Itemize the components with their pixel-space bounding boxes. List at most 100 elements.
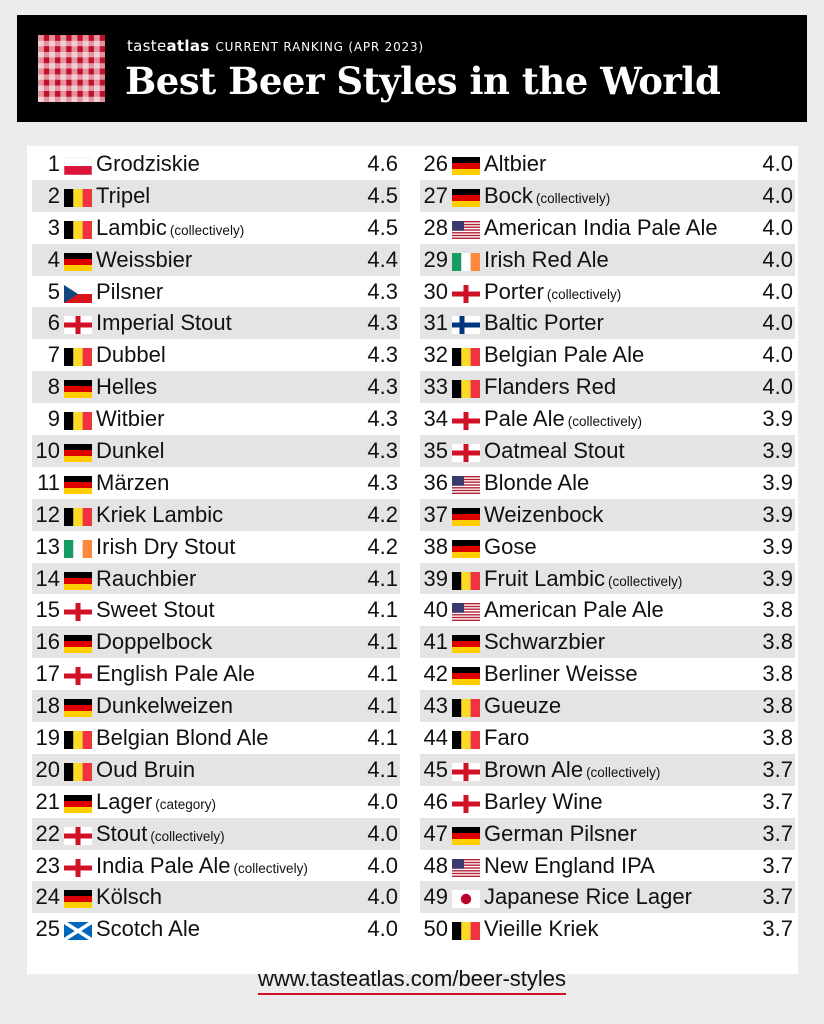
beer-style-name[interactable]: Grodziskie [96, 151, 350, 177]
belgium-flag-icon [64, 761, 92, 781]
rank-number: 8 [47, 374, 60, 400]
beer-style-name[interactable]: Pilsner [96, 279, 350, 305]
rank-number: 25 [35, 916, 60, 942]
beer-style-note: (collectively) [567, 414, 642, 430]
beer-style-name[interactable]: Lambic (collectively) [96, 215, 350, 241]
rank-number: 46 [423, 788, 448, 814]
beer-style-name[interactable]: Witbier [96, 406, 350, 432]
beer-style-name[interactable]: Oatmeal Stout [484, 438, 745, 464]
rank-number: 5 [47, 278, 60, 304]
beer-style-name[interactable]: Brown Ale (collectively) [484, 757, 745, 783]
rating-score: 4.2 [367, 501, 398, 527]
beer-style-label: Fruit Lambic [484, 565, 606, 591]
rank-number: 11 [37, 469, 60, 495]
ranking-row: 4 Weissbier 4.4 [32, 243, 400, 276]
rank-number: 6 [47, 310, 60, 336]
beer-style-name[interactable]: Rauchbier [96, 566, 350, 592]
beer-style-label: Flanders Red [484, 374, 617, 400]
beer-style-name[interactable]: Dunkel [96, 438, 350, 464]
beer-style-name[interactable]: Schwarzbier [484, 629, 745, 655]
ireland-flag-icon [64, 538, 92, 558]
beer-style-name[interactable]: Helles [96, 374, 350, 400]
beer-style-name[interactable]: American Pale Ale [484, 597, 745, 623]
beer-style-name[interactable]: Pale Ale (collectively) [484, 406, 745, 432]
beer-style-name[interactable]: Barley Wine [484, 789, 745, 815]
beer-style-name[interactable]: American India Pale Ale [484, 215, 745, 241]
beer-style-name[interactable]: Irish Dry Stout [96, 534, 350, 560]
england-flag-icon [64, 857, 92, 877]
rating-score: 4.1 [367, 629, 398, 655]
rank-number: 50 [423, 916, 448, 942]
beer-style-label: Barley Wine [484, 788, 603, 814]
ranking-column-left: 1 Grodziskie 4.6 2 Tripel 4.5 3 Lambic (collecti… [32, 148, 400, 945]
beer-style-name[interactable]: Dunkelweizen [96, 693, 350, 719]
beer-style-name[interactable]: Märzen [96, 470, 350, 496]
germany-flag-icon [452, 187, 480, 207]
england-flag-icon [452, 283, 480, 303]
beer-style-label: Porter [484, 278, 544, 304]
beer-style-label: Tripel [96, 182, 151, 208]
beer-style-name[interactable]: Belgian Blond Ale [96, 725, 350, 751]
beer-style-name[interactable]: Doppelbock [96, 629, 350, 655]
beer-style-name[interactable]: Weizenbock [484, 502, 745, 528]
beer-style-note: (collectively) [169, 222, 245, 238]
ranking-row: 3 Lambic (collectively) 4.5 [32, 212, 400, 244]
beer-style-name[interactable]: Blonde Ale [484, 470, 745, 496]
rank-number: 45 [423, 756, 448, 782]
rating-score: 4.0 [762, 374, 793, 400]
rank-number: 32 [423, 342, 448, 368]
beer-style-name[interactable]: New England IPA [484, 853, 745, 879]
beer-style-name[interactable]: Faro [484, 725, 745, 751]
beer-style-name[interactable]: Baltic Porter [484, 310, 745, 336]
rank-number: 38 [423, 533, 448, 559]
beer-style-name[interactable]: India Pale Ale (collectively) [96, 853, 350, 879]
footer-url-link[interactable]: www.tasteatlas.com/beer-styles [257, 966, 567, 995]
beer-style-name[interactable]: Berliner Weisse [484, 661, 745, 687]
beer-style-name[interactable]: Oud Bruin [96, 757, 350, 783]
beer-style-label: Belgian Pale Ale [484, 342, 645, 368]
beer-style-name[interactable]: German Pilsner [484, 821, 745, 847]
beer-style-name[interactable]: Porter (collectively) [484, 279, 745, 305]
beer-style-name[interactable]: Altbier [484, 151, 745, 177]
beer-style-name[interactable]: Lager (category) [96, 789, 350, 815]
beer-style-name[interactable]: Tripel [96, 183, 350, 209]
beer-style-name[interactable]: Weissbier [96, 247, 350, 273]
rank-number: 35 [423, 437, 448, 463]
beer-style-name[interactable]: Japanese Rice Lager [484, 884, 745, 910]
beer-style-name[interactable]: Belgian Pale Ale [484, 342, 745, 368]
ranking-row: 20 Oud Bruin 4.1 [32, 753, 400, 786]
beer-style-name[interactable]: Flanders Red [484, 374, 745, 400]
beer-style-name[interactable]: Scotch Ale [96, 916, 350, 942]
england-flag-icon [64, 825, 92, 845]
beer-style-name[interactable]: Irish Red Ale [484, 247, 745, 273]
beer-style-name[interactable]: English Pale Ale [96, 661, 350, 687]
beer-style-label: Bock [484, 182, 533, 208]
ranking-row: 35 Oatmeal Stout 3.9 [420, 435, 795, 467]
ranking-row: 6 Imperial Stout 4.3 [32, 307, 400, 340]
beer-style-label: Brown Ale [484, 756, 584, 782]
beer-style-name[interactable]: Sweet Stout [96, 597, 350, 623]
beer-style-label: Lager [96, 788, 153, 814]
beer-style-name[interactable]: Dubbel [96, 342, 350, 368]
beer-style-name[interactable]: Gose [484, 534, 745, 560]
ranking-row: 23 India Pale Ale (collectively) 4.0 [32, 850, 400, 882]
rank-number: 9 [47, 406, 60, 432]
beer-style-name[interactable]: Stout (collectively) [96, 821, 350, 847]
beer-style-name[interactable]: Gueuze [484, 693, 745, 719]
beer-style-name[interactable]: Imperial Stout [96, 310, 350, 336]
rating-score: 3.9 [762, 533, 793, 559]
ranking-row: 21 Lager (category) 4.0 [32, 786, 400, 818]
beer-style-name[interactable]: Fruit Lambic (collectively) [484, 566, 745, 592]
page-title: Best Beer Styles in the World [125, 59, 721, 103]
usa-flag-icon [452, 857, 480, 877]
ranking-row: 39 Fruit Lambic (collectively) 3.9 [420, 562, 795, 595]
beer-style-label: Lambic [96, 214, 167, 240]
rating-score: 4.0 [762, 310, 793, 336]
rating-score: 3.8 [762, 724, 793, 750]
beer-style-name[interactable]: Kölsch [96, 884, 350, 910]
beer-style-name[interactable]: Vieille Kriek [484, 916, 745, 942]
beer-style-label: Kölsch [96, 884, 163, 910]
rating-score: 4.3 [367, 469, 398, 495]
beer-style-name[interactable]: Bock (collectively) [484, 183, 745, 209]
beer-style-name[interactable]: Kriek Lambic [96, 502, 350, 528]
